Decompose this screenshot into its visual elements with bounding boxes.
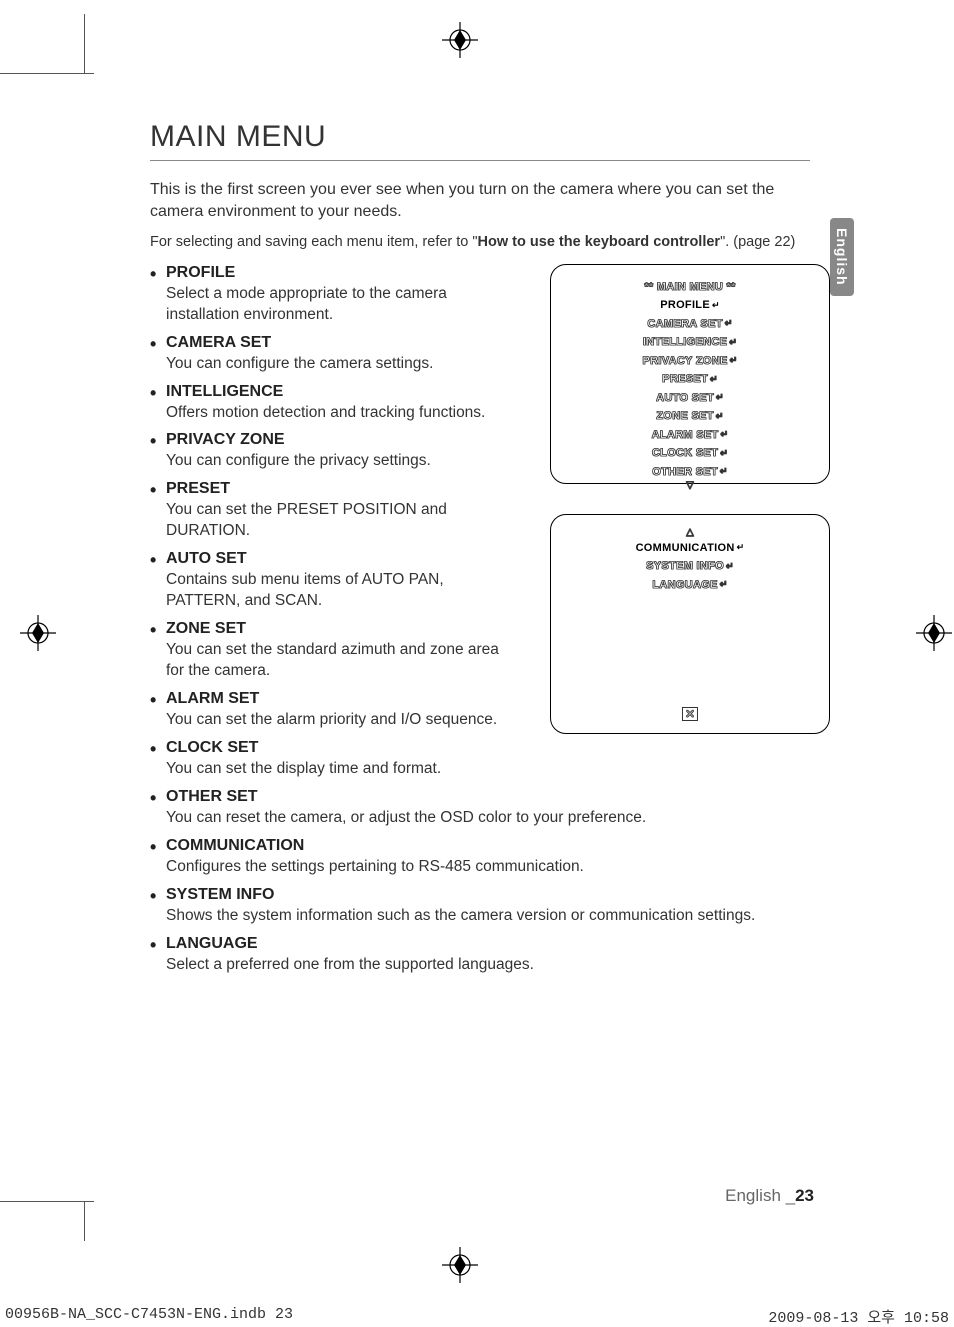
enter-icon: ↵: [712, 299, 720, 313]
exit-icon: ✕: [682, 707, 698, 721]
menu-item-desc: Select a mode appropriate to the camera …: [150, 284, 520, 326]
enter-icon: ↵: [710, 373, 718, 387]
reg-mark-bottom: [442, 1247, 478, 1283]
enter-icon: ↵: [720, 447, 728, 461]
menu-item: OTHER SET You can reset the camera, or ad…: [150, 788, 800, 829]
page-content: MAIN MENU This is the first screen you e…: [150, 120, 810, 983]
osd-screen-1: ** MAIN MENU ** PROFILE↵ CAMERA SET↵INTE…: [550, 264, 830, 484]
language-tab: English: [830, 218, 854, 296]
menu-item-desc: Configures the settings pertaining to RS…: [150, 857, 800, 878]
menu-item-desc: You can set the standard azimuth and zon…: [150, 640, 520, 682]
footer-lang: English _: [725, 1186, 795, 1205]
page-footer: English _23: [725, 1186, 814, 1206]
menu-item-title: LANGUAGE: [150, 935, 800, 953]
menu-item-title: OTHER SET: [150, 788, 800, 806]
enter-icon: ↵: [726, 560, 734, 574]
menu-item: PRESET You can set the PRESET POSITION an…: [150, 480, 520, 542]
reg-mark-left: [20, 615, 56, 651]
osd-line: SYSTEM INFO↵: [646, 558, 734, 575]
menu-item: LANGUAGE Select a preferred one from the …: [150, 935, 800, 976]
menu-item-title: PRIVACY ZONE: [150, 431, 520, 449]
note-strong: How to use the keyboard controller: [478, 234, 721, 250]
menu-items-list: PROFILE Select a mode appropriate to the …: [150, 264, 520, 976]
osd-line: CAMERA SET↵: [647, 316, 732, 333]
menu-item: PRIVACY ZONE You can configure the privac…: [150, 431, 520, 472]
osd1-header: ** MAIN MENU **: [644, 279, 735, 296]
menu-item: AUTO SET Contains sub menu items of AUTO …: [150, 550, 520, 612]
crop-mark-tl: [0, 14, 85, 74]
menu-item-desc: Contains sub menu items of AUTO PAN, PAT…: [150, 570, 520, 612]
menu-item-title: CAMERA SET: [150, 334, 520, 352]
enter-icon: ↵: [720, 465, 728, 479]
menu-item-title: SYSTEM INFO: [150, 886, 800, 904]
menu-item-desc: Shows the system information such as the…: [150, 906, 800, 927]
menu-item-title: INTELLIGENCE: [150, 383, 520, 401]
menu-item-title: PROFILE: [150, 264, 520, 282]
crop-mark-bl: [0, 1201, 85, 1241]
menu-item: COMMUNICATION Configures the settings per…: [150, 837, 800, 878]
osd-line: LANGUAGE↵: [652, 577, 727, 594]
footer-page-num: 23: [795, 1186, 814, 1205]
menu-item: CAMERA SET You can configure the camera s…: [150, 334, 520, 375]
menu-item-desc: You can configure the privacy settings.: [150, 451, 520, 472]
note-suffix: ". (page 22): [720, 234, 795, 250]
enter-icon: ↵: [730, 354, 738, 368]
menu-item-title: COMMUNICATION: [150, 837, 800, 855]
note-prefix: For selecting and saving each menu item,…: [150, 234, 478, 250]
note-text: For selecting and saving each menu item,…: [150, 234, 810, 250]
enter-icon: ↵: [721, 428, 729, 442]
menu-item-desc: Offers motion detection and tracking fun…: [150, 403, 520, 424]
menu-item: ZONE SET You can set the standard azimuth…: [150, 620, 520, 682]
menu-item: SYSTEM INFO Shows the system information …: [150, 886, 800, 927]
osd-line: INTELLIGENCE↵: [643, 334, 737, 351]
reg-mark-right: [916, 615, 952, 651]
osd1-selected: PROFILE↵: [660, 297, 720, 314]
menu-item-desc: You can set the PRESET POSITION and DURA…: [150, 500, 520, 542]
enter-icon: ↵: [725, 317, 733, 331]
enter-icon: ↵: [716, 391, 724, 405]
osd-line: OTHER SET↵: [652, 464, 728, 481]
menu-item-title: PRESET: [150, 480, 520, 498]
menu-item-desc: Select a preferred one from the supporte…: [150, 955, 800, 976]
print-left: 00956B-NA_SCC-C7453N-ENG.indb 23: [5, 1306, 293, 1323]
enter-icon: ↵: [729, 336, 737, 350]
osd-line: AUTO SET↵: [656, 390, 724, 407]
menu-item-desc: You can reset the camera, or adjust the …: [150, 808, 800, 829]
intro-text: This is the first screen you ever see wh…: [150, 179, 810, 224]
menu-item-title: ZONE SET: [150, 620, 520, 638]
menu-item-title: AUTO SET: [150, 550, 520, 568]
osd-line: ALARM SET↵: [652, 427, 729, 444]
osd-line: PRIVACY ZONE↵: [643, 353, 738, 370]
page-title: MAIN MENU: [150, 120, 810, 161]
enter-icon: ↵: [737, 541, 745, 555]
arrow-up-icon: △: [563, 527, 817, 538]
menu-item: PROFILE Select a mode appropriate to the …: [150, 264, 520, 326]
osd-line: CLOCK SET↵: [652, 445, 728, 462]
print-right: 2009-08-13 오후 10:58: [768, 1306, 949, 1327]
enter-icon: ↵: [720, 578, 728, 592]
menu-item-desc: You can configure the camera settings.: [150, 354, 520, 375]
osd-line: PRESET↵: [662, 371, 718, 388]
menu-item: INTELLIGENCE Offers motion detection and …: [150, 383, 520, 424]
reg-mark-top: [442, 22, 478, 58]
osd-line: ZONE SET↵: [656, 408, 723, 425]
osd2-selected: COMMUNICATION↵: [636, 540, 745, 557]
arrow-down-icon: ▽: [563, 480, 817, 491]
enter-icon: ↵: [716, 410, 724, 424]
osd-screen-2: △ COMMUNICATION↵ SYSTEM INFO↵ LANGUAGE↵ ✕: [550, 514, 830, 734]
